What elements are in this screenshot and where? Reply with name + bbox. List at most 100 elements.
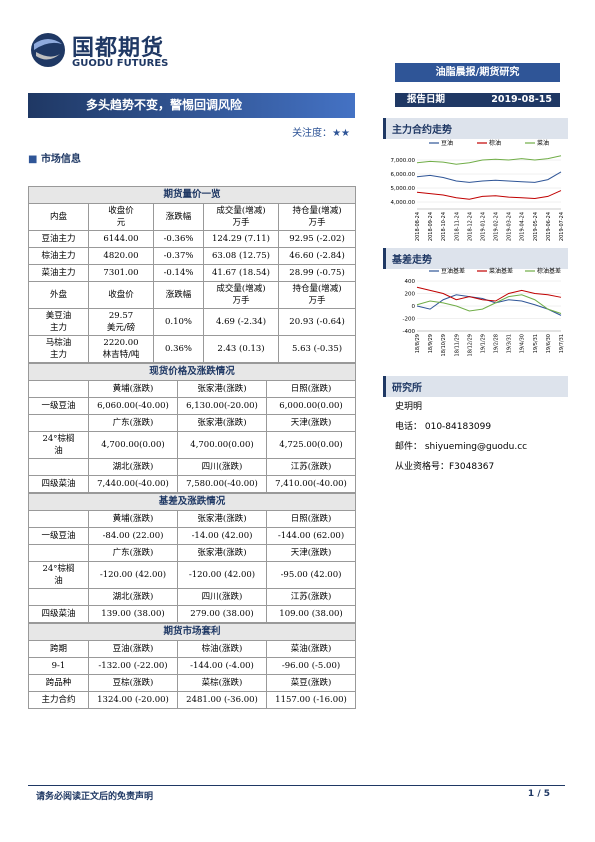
- cell: -120.00 (42.00): [88, 561, 178, 589]
- x-tick-label: 2019-05-24: [533, 212, 539, 241]
- y-tick-label: 200: [405, 292, 416, 298]
- cell: 收盘价: [88, 281, 154, 309]
- x-tick-label: 2019-02-24: [494, 212, 500, 241]
- cell: 马棕油 主力: [28, 335, 89, 363]
- cell: 日照(涨跌): [265, 510, 357, 528]
- cell: 四川(涨跌): [177, 588, 267, 606]
- x-tick-label: 2019-01-24: [480, 212, 486, 241]
- cell: [28, 510, 89, 528]
- row: 豆油主力 6144.00 -0.36% 124.29 (7.11) 92.95 (-2.…: [28, 230, 357, 248]
- cell: -14.00 (42.00): [177, 527, 267, 545]
- cell: [28, 544, 89, 562]
- cell: 4,700.00(0.00): [177, 431, 267, 459]
- cell: 139.00 (38.00): [88, 605, 178, 623]
- cell: 张家港(涨跌): [177, 544, 267, 562]
- cell: 菜油主力: [28, 264, 89, 282]
- series-line: [416, 294, 562, 316]
- cell: 成交量(增减) 万手: [203, 203, 279, 231]
- attention-stars: ★★: [332, 128, 350, 139]
- cell: 2.43 (0.13): [203, 335, 279, 363]
- legend-label: 棕油基差: [537, 267, 561, 275]
- cell: 广东(涨跌): [88, 414, 178, 432]
- row: 湖北(涨跌) 四川(涨跌) 江苏(涨跌): [28, 588, 357, 606]
- table-section: 期货市场套利 跨期 豆油(涨跌) 棕油(涨跌) 菜油(涨跌) 9-1 -132.00 (-2…: [27, 623, 357, 709]
- cell: [28, 458, 89, 476]
- cell: 棕油(涨跌): [177, 640, 267, 658]
- cell: 黄埔(涨跌): [88, 380, 178, 398]
- cell: -84.00 (22.00): [88, 527, 178, 545]
- cell: [28, 414, 89, 432]
- cell: 湖北(涨跌): [88, 458, 178, 476]
- cell: 持仓量(增减) 万手: [277, 203, 357, 231]
- cell: 外盘: [28, 281, 89, 309]
- cell: 四级菜油: [28, 605, 89, 623]
- email: 邮件： shiyueming@guodu.cc: [395, 442, 528, 452]
- legend-label: 豆油基差: [441, 267, 465, 275]
- section-title: 期货量价一览: [27, 186, 357, 204]
- cell: 124.29 (7.11): [203, 230, 279, 248]
- cell: 6,000.00(0.00): [265, 397, 357, 415]
- row: 黄埔(涨跌) 张家港(涨跌) 日照(涨跌): [28, 380, 357, 398]
- cell: 张家港(涨跌): [177, 414, 267, 432]
- row: 一级豆油 -84.00 (22.00) -14.00 (42.00) -144.00 …: [28, 527, 357, 545]
- table-section: 期货量价一览 内盘 收盘价 元涨跌幅 成交量(增减) 万手 持仓量(增减) 万手 豆油主力…: [27, 186, 357, 363]
- row: 广东(涨跌) 张家港(涨跌) 天津(涨跌): [28, 414, 357, 432]
- x-tick-label: 19/2/28: [494, 334, 500, 353]
- cell: 棕油主力: [28, 247, 89, 265]
- cell: 内盘: [28, 203, 89, 231]
- row: 外盘 收盘价 涨跌幅 成交量(增减) 万手 持仓量(增减) 万手: [28, 281, 357, 309]
- title-row: 期货量价一览: [27, 186, 357, 204]
- cell: 20.93 (-0.64): [277, 308, 357, 336]
- cell: -95.00 (42.00): [265, 561, 357, 589]
- y-tick-label: 7,000.00: [391, 158, 416, 164]
- cell: -0.37%: [153, 247, 204, 265]
- phone: 电话： 010-84183099: [395, 422, 492, 432]
- cell: 菜豆(涨跌): [265, 674, 357, 692]
- x-tick-label: 2018-08-24: [415, 212, 421, 241]
- cell: 四级菜油: [28, 475, 89, 493]
- title-row: 现货价格及涨跌情况: [27, 363, 357, 381]
- date-box: 报告日期 2019-08-15: [395, 93, 560, 107]
- series-line: [416, 155, 562, 165]
- cell: 黄埔(涨跌): [88, 510, 178, 528]
- title-row: 期货市场套利: [27, 623, 357, 641]
- cell: 江苏(涨跌): [265, 458, 357, 476]
- section-title: 现货价格及涨跌情况: [27, 363, 357, 381]
- attention-label: 关注度：: [292, 128, 333, 139]
- x-tick-label: 2019-07-24: [559, 212, 565, 241]
- x-tick-label: 2019-04-24: [520, 212, 526, 241]
- logo-subtext: GUODU FUTURES: [72, 58, 169, 69]
- series-line: [416, 294, 562, 314]
- cell: 一级豆油: [28, 527, 89, 545]
- cell: 279.00 (38.00): [177, 605, 267, 623]
- cell: 0.10%: [153, 308, 204, 336]
- cell: 广东(涨跌): [88, 544, 178, 562]
- cell: 6,060.00(-40.00): [88, 397, 178, 415]
- date-label: 报告日期: [407, 94, 446, 105]
- legend-label: 棕油: [489, 139, 501, 147]
- contact: 史玥明 电话： 010-84183099 邮件： shiyueming@guod…: [395, 397, 527, 477]
- y-tick-label: 5,000.00: [391, 186, 416, 192]
- x-tick-label: 18/8/29: [415, 334, 421, 353]
- row: 四级菜油 139.00 (38.00) 279.00 (38.00) 109.00 (…: [28, 605, 357, 623]
- cell: 4820.00: [88, 247, 154, 265]
- cell: 1324.00 (-20.00): [88, 691, 178, 709]
- chart-heading: 基差走势: [383, 248, 568, 269]
- cell: -120.00 (42.00): [177, 561, 267, 589]
- cell: 7,410.00(-40.00): [265, 475, 357, 493]
- cell: 菜油(涨跌): [265, 640, 357, 658]
- x-tick-label: 19/3/31: [507, 334, 513, 353]
- row: 菜油主力 7301.00 -0.14% 41.67 (18.54) 28.99 (-0.…: [28, 264, 357, 282]
- cell: 一级豆油: [28, 397, 89, 415]
- y-tick-label: 400: [405, 279, 416, 285]
- x-tick-label: 2018-12-24: [467, 212, 473, 241]
- cell: 28.99 (-0.75): [277, 264, 357, 282]
- x-tick-label: 19/6/30: [546, 334, 552, 353]
- x-tick-label: 2018-11-24: [454, 212, 460, 241]
- cell: 成交量(增减) 万手: [203, 281, 279, 309]
- cell: 张家港(涨跌): [177, 380, 267, 398]
- section-title: 基差及涨跌情况: [27, 493, 357, 511]
- chart: -400 -200 0 200 400 18/8/29 18/9/29 18/10/29 18/…: [403, 267, 565, 356]
- footer-rule: [28, 785, 565, 786]
- cell: 4,700.00(0.00): [88, 431, 178, 459]
